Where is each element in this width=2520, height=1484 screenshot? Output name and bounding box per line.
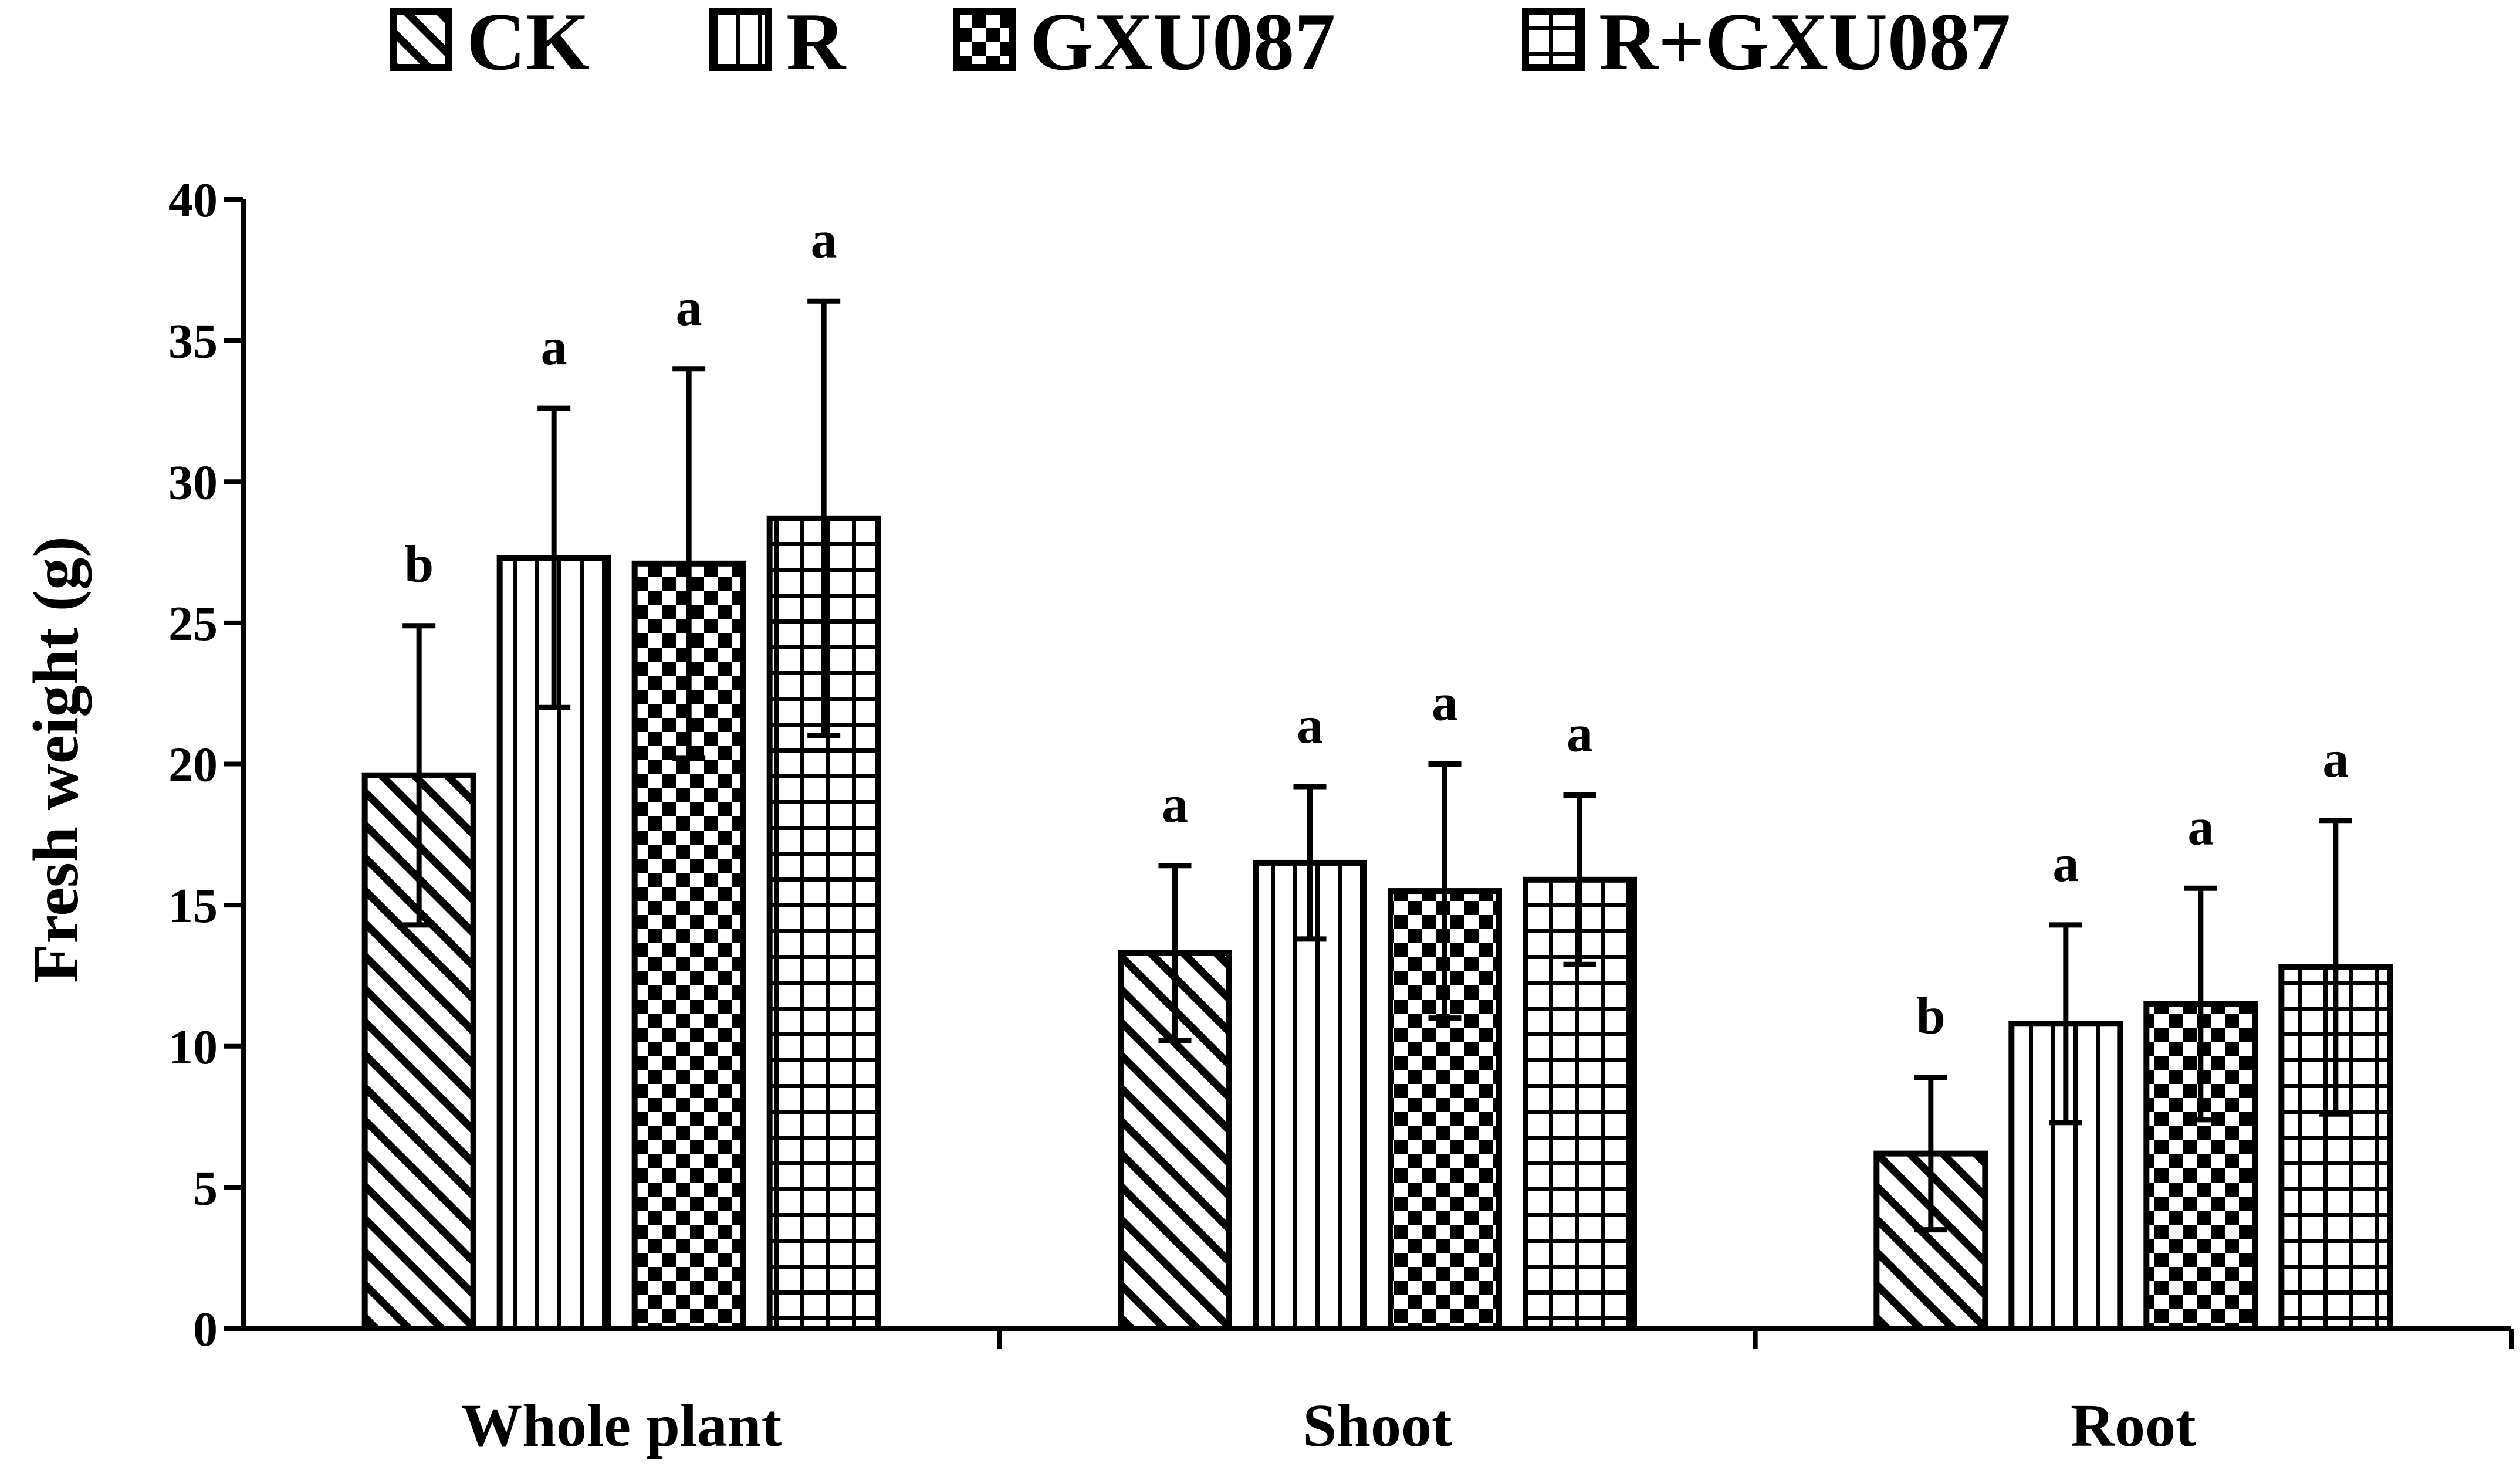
significance-label: a (1567, 704, 1593, 763)
significance-label: a (2052, 835, 2079, 893)
legend-swatch (709, 8, 772, 71)
legend-swatch (1522, 8, 1585, 71)
error-bar (1914, 1075, 1947, 1233)
y-tick-label: 10 (168, 1020, 218, 1075)
error-bar (1563, 792, 1596, 967)
legend-label: CK (466, 0, 590, 87)
significance-label: a (2322, 730, 2349, 788)
y-axis-label: Fresh weight (g) (20, 536, 92, 983)
error-bar (537, 405, 571, 710)
legend-item: R (709, 0, 847, 87)
y-tick-label: 25 (168, 597, 218, 651)
legend-item: R+GXU087 (1522, 0, 2011, 87)
error-bar (2319, 818, 2352, 1117)
significance-label: a (811, 211, 837, 269)
significance-label: a (676, 279, 702, 337)
y-tick-label: 5 (193, 1161, 218, 1215)
bars: b a a a a a a a b a a a (361, 211, 2393, 1331)
significance-label: b (1916, 987, 1946, 1045)
y-tick-label: 15 (168, 879, 218, 933)
error-bar (807, 298, 841, 738)
significance-label: a (1297, 696, 1323, 754)
significance-label: a (541, 318, 567, 376)
y-tick-label: 0 (193, 1302, 218, 1357)
legend-swatch (953, 8, 1016, 71)
legend-label: R+GXU087 (1599, 0, 2011, 87)
legend-label: R (786, 0, 847, 87)
error-bar (1428, 761, 1462, 1021)
error-bar (2049, 922, 2082, 1126)
y-tick-label: 35 (168, 314, 218, 369)
legend-item: GXU087 (953, 0, 1335, 87)
legend-item: CK (390, 0, 590, 87)
y-tick-label: 20 (168, 738, 218, 792)
significance-label: b (404, 536, 434, 594)
significance-label: a (1162, 775, 1188, 834)
significance-label: a (2187, 798, 2214, 856)
y-tick-label: 40 (168, 173, 218, 228)
y-tick-label: 30 (168, 455, 218, 510)
x-category-label: Whole plant (461, 1392, 782, 1459)
error-bar (672, 366, 706, 761)
x-category-label: Shoot (1303, 1392, 1452, 1459)
legend: CK R GXU087 R+GXU087 (390, 0, 2011, 87)
legend-label: GXU087 (1030, 0, 1335, 87)
error-bar (402, 623, 436, 928)
legend-swatch (390, 8, 452, 71)
error-bar (1158, 863, 1192, 1043)
x-category-label: Root (2071, 1392, 2196, 1459)
axes: 0 5 10 15 20 25 30 35 40 Whole plant Shoot Root (168, 173, 2514, 1459)
error-bar (1293, 784, 1327, 942)
error-bar (2184, 885, 2217, 1123)
significance-label: a (1432, 674, 1458, 732)
